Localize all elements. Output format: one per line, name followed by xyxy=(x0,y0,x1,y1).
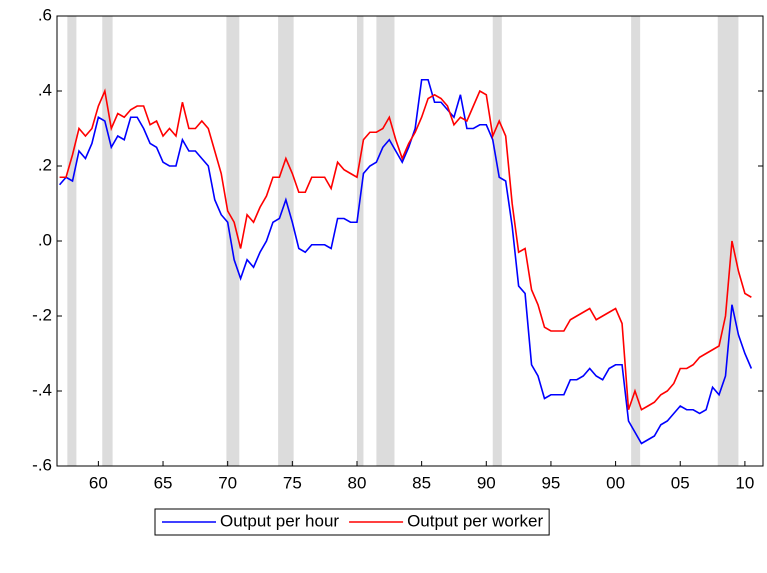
recession-band xyxy=(67,16,77,466)
x-tick-label: 85 xyxy=(412,473,431,492)
legend-label: Output per hour xyxy=(220,511,339,530)
x-tick-label: 80 xyxy=(348,473,367,492)
x-tick-label: 70 xyxy=(218,473,237,492)
recession-band xyxy=(631,16,641,466)
y-tick-label: .4 xyxy=(38,80,52,99)
plot-frame xyxy=(56,15,764,467)
y-tick-label: -.6 xyxy=(32,455,52,474)
x-tick-label: 10 xyxy=(735,473,754,492)
x-tick-label: 60 xyxy=(89,473,108,492)
x-tick-label: 75 xyxy=(283,473,302,492)
y-tick-label: .2 xyxy=(38,155,52,174)
x-tick-label: 00 xyxy=(606,473,625,492)
x-tick-label: 65 xyxy=(154,473,173,492)
x-tick-label: 05 xyxy=(671,473,690,492)
x-tick-label: 95 xyxy=(541,473,560,492)
recession-band xyxy=(376,16,395,466)
recession-band xyxy=(278,16,294,466)
y-tick-label: .0 xyxy=(38,230,52,249)
legend: Output per hour Output per worker xyxy=(154,508,550,536)
legend-label: Output per worker xyxy=(407,511,543,530)
series-line xyxy=(59,88,752,411)
y-tick-label: .6 xyxy=(38,5,52,24)
x-tick-label: 90 xyxy=(477,473,496,492)
y-tick-label: -.2 xyxy=(32,305,52,324)
recession-band xyxy=(102,16,113,466)
recession-band xyxy=(717,16,739,466)
recession-band xyxy=(356,16,364,466)
y-tick-label: -.4 xyxy=(32,380,52,399)
recession-band xyxy=(226,16,240,466)
recession-band xyxy=(492,16,502,466)
series-line xyxy=(58,78,753,445)
